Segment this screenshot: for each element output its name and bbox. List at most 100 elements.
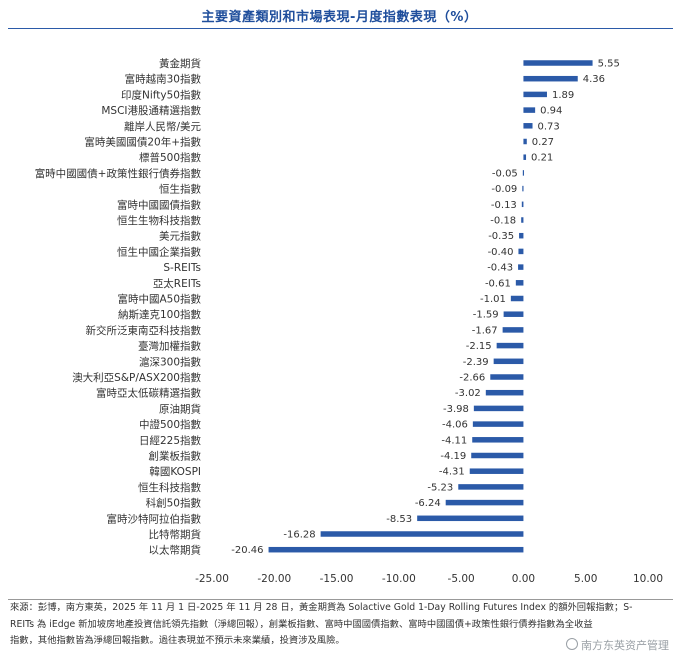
data-label: -0.43 <box>487 263 513 274</box>
bar <box>523 154 527 160</box>
data-label: -2.66 <box>459 373 485 384</box>
category-label: 滬深300指數 <box>139 355 202 368</box>
x-tick-label: 10.00 <box>633 573 663 585</box>
category-label: 恒生生物科技指數 <box>117 214 201 227</box>
data-label: -0.13 <box>491 200 517 211</box>
chart-title: 主要資產類別和市場表現-月度指數表現（%） <box>201 10 478 25</box>
category-label: 納斯達克100指數 <box>118 308 202 321</box>
bar <box>523 60 593 66</box>
footer-line-1: 來源：彭博，南方東英，2025 年 11 月 1 日-2025 年 11 月 2… <box>10 602 633 613</box>
data-label: -0.40 <box>488 247 514 258</box>
bar <box>502 327 524 333</box>
data-label: -3.02 <box>455 388 481 399</box>
category-label: MSCI港股通精選指數 <box>101 104 201 117</box>
category-label: 富時中國國債指數 <box>117 198 201 211</box>
footer-line-3: 指數，其他指數皆為淨總回報指數。過往表現並不預示未來業績，投資涉及風險。 <box>10 635 345 646</box>
footer-line-2: REITs 為 iEdge 新加坡房地產投資信託領先指數（淨總回報），創業板指數… <box>10 618 593 630</box>
data-label: -16.28 <box>283 530 315 541</box>
bar <box>503 311 524 317</box>
bar <box>519 232 524 239</box>
bar <box>493 358 524 365</box>
data-label: -4.06 <box>442 420 468 431</box>
data-label: -6.24 <box>415 498 441 509</box>
bar <box>523 91 547 98</box>
category-label: 富時沙特阿拉伯指數 <box>107 512 202 525</box>
category-label: 臺灣加權指數 <box>138 340 201 353</box>
x-tick-label: -25.00 <box>195 573 229 585</box>
data-label: 4.36 <box>583 74 605 85</box>
category-label: 印度Nifty50指數 <box>121 88 201 101</box>
watermark: 南方东英资产管理 <box>566 637 669 653</box>
data-label: -20.46 <box>231 545 263 556</box>
bar <box>472 421 524 427</box>
x-tick-label: 0.00 <box>512 573 535 585</box>
watermark-text: 南方东英资产管理 <box>581 639 669 652</box>
data-label: -4.19 <box>440 451 466 462</box>
bar <box>523 75 578 82</box>
x-tick-label: -10.00 <box>382 573 416 585</box>
data-label: -2.39 <box>463 357 489 368</box>
category-label: 富時中國國債+政策性銀行債券指數 <box>35 167 202 180</box>
bar <box>510 295 524 302</box>
category-label: 科創50指數 <box>146 497 202 510</box>
watermark-logo-icon <box>566 638 578 650</box>
category-label: 創業板指數 <box>149 450 202 463</box>
bar <box>496 342 524 349</box>
x-tick-label: -5.00 <box>448 573 475 585</box>
data-label: -0.18 <box>490 216 516 227</box>
data-label: 0.94 <box>540 106 562 117</box>
x-tick-label: -15.00 <box>320 573 354 585</box>
bar <box>471 452 524 459</box>
x-tick-label: 5.00 <box>574 573 597 585</box>
title-wrap: 主要資產類別和市場表現-月度指數表現（%） <box>0 6 679 25</box>
category-label: 恒生科技指數 <box>138 481 201 494</box>
bar <box>445 499 524 506</box>
bar <box>469 468 524 474</box>
category-label: 新交所泛東南亞科技指數 <box>86 324 202 337</box>
footer-note: 來源：彭博，南方東英，2025 年 11 月 1 日-2025 年 11 月 2… <box>10 600 670 650</box>
category-label: 原油期貨 <box>159 402 201 415</box>
category-label: 標普500指數 <box>139 151 202 164</box>
category-label: 恒生指數 <box>159 183 201 196</box>
data-label: -1.67 <box>472 325 498 336</box>
bar <box>268 546 524 553</box>
category-label: 富時亞太低碳精選指數 <box>96 387 201 400</box>
data-label: 0.73 <box>538 121 560 132</box>
data-label: -0.09 <box>491 184 517 195</box>
category-label: 富時中國A50指數 <box>117 293 201 306</box>
data-label: -4.11 <box>441 435 467 446</box>
data-label: -4.31 <box>439 467 465 478</box>
bar <box>490 374 524 380</box>
category-label: 美元指數 <box>159 230 201 243</box>
bar <box>521 201 524 208</box>
bar <box>417 515 524 522</box>
bar <box>523 107 536 113</box>
data-label: -0.05 <box>492 168 518 179</box>
bar-chart: 黃金期貨 5.55 富時越南30指數 4.36 印度Nifty50指數 1.89 MSCI港… <box>35 57 663 585</box>
bar <box>518 248 524 255</box>
data-label: -5.23 <box>427 482 453 493</box>
bar <box>523 138 527 145</box>
data-label: -0.35 <box>488 231 514 242</box>
bar <box>523 123 533 129</box>
data-label: -8.53 <box>386 514 412 525</box>
data-label: 0.21 <box>531 153 553 164</box>
category-label: 富時美國國債20年+指數 <box>84 136 201 149</box>
data-label: 1.89 <box>552 90 574 101</box>
bar <box>522 185 524 192</box>
category-label: 中證500指數 <box>139 418 202 431</box>
bar <box>518 264 524 270</box>
category-label: S-REITs <box>163 262 201 274</box>
category-label: 離岸人民幣/美元 <box>124 120 202 133</box>
bar <box>521 217 524 223</box>
bar <box>515 280 524 286</box>
data-label: -2.15 <box>466 341 492 352</box>
category-label: 亞太REITs <box>153 277 201 290</box>
x-tick-label: -20.00 <box>257 573 291 585</box>
category-label: 韓國KOSPI <box>149 466 201 478</box>
bar <box>458 484 524 490</box>
category-label: 富時越南30指數 <box>125 73 202 86</box>
data-label: 0.27 <box>532 137 554 148</box>
data-label: -1.01 <box>480 294 506 305</box>
bar <box>320 531 524 537</box>
